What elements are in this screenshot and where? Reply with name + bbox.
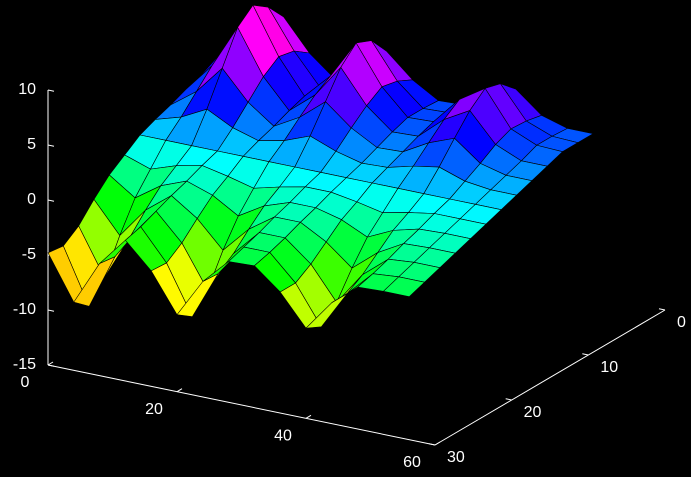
x-tick xyxy=(305,414,312,419)
x-tick xyxy=(434,441,441,446)
y-tick xyxy=(428,443,436,446)
x-axis xyxy=(47,364,436,446)
y-tick-label: 30 xyxy=(447,449,465,466)
y-axis xyxy=(434,309,666,446)
surface-face xyxy=(383,276,425,297)
z-tick xyxy=(47,364,55,367)
z-tick xyxy=(47,144,55,147)
x-tick-label: 20 xyxy=(145,401,163,418)
z-tick-label: 0 xyxy=(27,191,36,208)
y-tick xyxy=(658,308,666,311)
y-tick-label: 0 xyxy=(677,314,686,331)
z-tick-label: 5 xyxy=(27,136,36,153)
y-tick-label: 20 xyxy=(524,404,542,421)
z-tick xyxy=(47,309,55,312)
x-tick xyxy=(176,388,183,393)
z-tick-label: 10 xyxy=(18,81,36,98)
z-tick-label: -10 xyxy=(13,301,36,318)
x-tick xyxy=(47,361,54,366)
z-tick-label: -5 xyxy=(22,246,36,263)
y-tick-label: 10 xyxy=(600,359,618,376)
x-tick-label: 40 xyxy=(274,428,292,445)
z-tick-label: -15 xyxy=(13,356,36,373)
z-tick xyxy=(47,89,55,92)
x-tick-label: 60 xyxy=(403,454,421,471)
x-tick-label: 0 xyxy=(21,374,30,391)
z-tick xyxy=(47,199,55,202)
y-tick xyxy=(505,398,512,401)
y-tick xyxy=(582,353,589,356)
